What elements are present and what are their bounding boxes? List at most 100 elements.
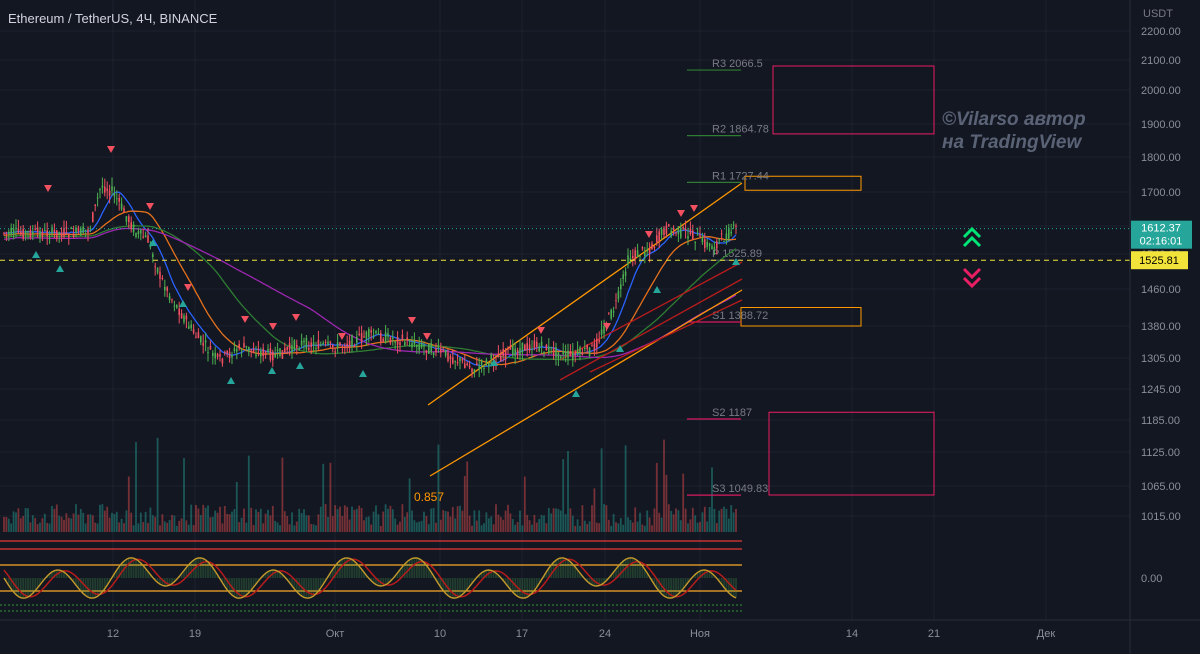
oscillator-histogram-bar [727,578,730,593]
candle-body [732,224,735,226]
oscillator-histogram-bar [334,565,337,578]
oscillator-histogram-bar [274,570,277,578]
candle-body [423,345,425,347]
sell-signal-icon [408,317,416,324]
volume-bar [171,514,173,532]
candle-body [401,334,404,339]
candle-body [615,300,617,302]
oscillator-histogram-bar [144,568,147,578]
volume-bar [471,525,473,532]
candle-body [317,339,320,349]
oscillator-histogram-bar [288,578,291,583]
volume-bar [396,524,399,532]
oscillator-histogram-bar [161,578,164,586]
candle-body [617,291,620,300]
ma-orange-line [3,210,737,366]
time-axis[interactable]: 12 19 Окт 10 17 24 Ноя 14 21 Дек [0,619,1200,640]
sell-signal-icon [603,323,611,330]
oscillator-histogram-bar [723,578,725,588]
support-zone-s1 [740,307,862,327]
oscillator-histogram-bar [5,578,8,582]
candle-body [636,250,639,258]
volume-bar [619,518,622,532]
volume-bar [96,523,99,532]
volume-bar [490,516,493,532]
candle-body [581,353,584,355]
oscillator-histogram-bar [77,578,80,589]
volume-bar [684,508,687,532]
oscillator-histogram-bar [202,558,205,578]
candle-body [509,345,512,350]
candle-body [267,348,269,353]
candle-body [533,340,536,349]
oscillator-histogram-bar [180,573,183,578]
watermark-line-1: ©Vilarso автор [942,109,1086,130]
oscillator-histogram-bar [142,565,145,578]
volume-bar [617,523,620,532]
candle-body [207,352,209,354]
volume-bar [267,509,269,532]
double-chevron-up-icon [962,226,982,248]
candle-body [60,232,63,238]
oscillator-histogram-bar [480,572,483,578]
oscillator-histogram-bar [228,578,231,593]
sell-signal-icon [107,146,115,153]
volume-bar [187,524,190,532]
volume-bar [583,520,586,532]
volume-bar [427,524,430,532]
candle-body [281,350,284,359]
volume-bar [125,510,128,532]
volume-bar [461,510,464,532]
oscillator-histogram-bar [651,578,653,581]
fib-label: 0.857 [414,490,444,504]
volume-bar [207,505,209,532]
oscillator-histogram-bar [562,557,565,578]
candle-body [291,345,293,353]
oscillator-histogram-bar [31,578,34,594]
x-tick-label: 19 [189,628,201,640]
volume-bar [233,509,236,532]
volume-bar [514,524,517,532]
resistance-zone-r1 [744,175,862,191]
candle-body [399,342,401,346]
candle-body [692,230,694,240]
volume-bar [579,525,581,532]
candle-body [375,331,377,334]
candle-body [720,233,723,235]
oscillator-histogram-bar [619,563,622,578]
oscillator-histogram-bar [233,578,236,597]
resistance-zone-r3 [772,65,935,135]
volume-bar [526,515,529,532]
volume-bar [629,520,632,532]
volume-bar [274,520,277,532]
volume-bar [466,461,469,532]
oscillator-histogram-bar [223,578,226,587]
volume-bar [103,510,106,532]
candle-body [183,315,185,323]
volume-bar [672,514,675,532]
candle-body [658,231,660,242]
sell-signal-icon [241,316,249,323]
candle-body [670,230,672,237]
oscillator-histogram-bar [363,572,365,578]
price-axis[interactable]: 2200.00 2100.00 2000.00 1900.00 1800.00 1700.… [1129,0,1181,654]
volume-bar [492,524,495,532]
candle-body [387,333,389,337]
candle-body [622,274,624,279]
volume-bar [483,523,485,532]
candle-body [689,228,692,235]
candle-body [341,346,344,348]
oscillator-histogram-bar [684,578,687,586]
volume-bar [627,517,629,532]
oscillator-histogram-bar [279,572,281,578]
oscillator-histogram-bar [269,570,272,578]
candle-body [639,255,641,257]
volume-bar [382,511,385,532]
oscillator-histogram-bar [555,560,557,578]
candle-body [728,227,730,239]
candle-body [476,363,478,365]
candle-body [536,341,538,348]
candle-body [593,343,596,352]
candle-body [432,352,435,356]
